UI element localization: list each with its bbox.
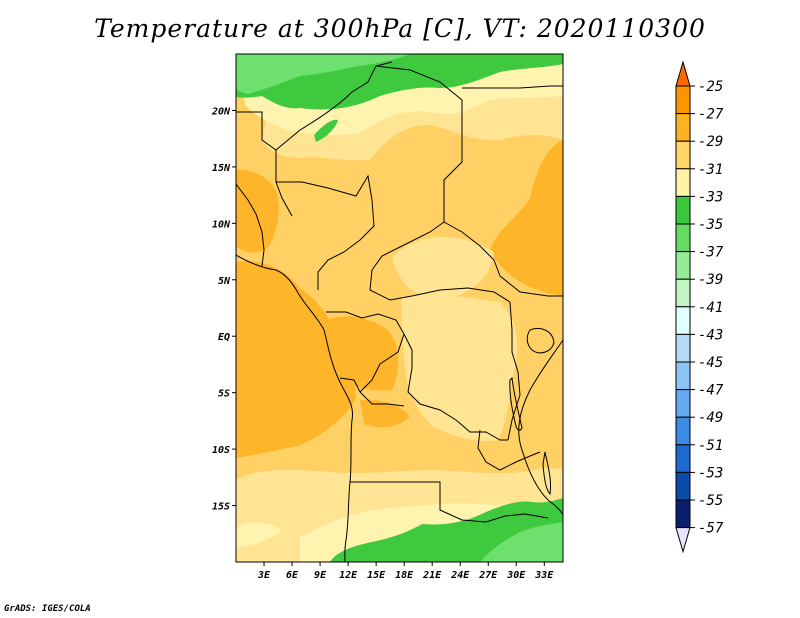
colorbar-segment <box>675 471 691 501</box>
colorbar-label: -55 <box>698 493 723 509</box>
colorbar-label: -25 <box>698 79 723 95</box>
y-tick-label: 20N <box>211 106 231 117</box>
field-33-drc <box>401 294 518 442</box>
field-39-north <box>236 54 410 94</box>
x-tick-label: 21E <box>422 570 442 581</box>
colorbar-segment <box>675 361 691 391</box>
x-tick-label: 30E <box>506 570 526 581</box>
colorbar-label: -45 <box>698 355 723 371</box>
border-13 <box>462 85 563 89</box>
y-tick-label: 5S <box>218 389 230 400</box>
x-tick-label: 15E <box>367 570 386 581</box>
border-2 <box>375 65 463 110</box>
field-29-west <box>236 261 356 458</box>
colorbar-label: -35 <box>698 217 723 233</box>
field-37-patch <box>314 119 338 142</box>
border-5 <box>443 221 563 297</box>
colorbar-segment <box>675 333 691 363</box>
y-tick-label: 5N <box>218 276 231 287</box>
border-7 <box>507 301 521 441</box>
colorbar-label: -29 <box>698 134 723 150</box>
colorbar-label: -43 <box>698 327 723 343</box>
colorbar-label: -27 <box>698 107 724 123</box>
x-axis: 3E 6E 9E 12E 15E 18E 21E 24E 27E 30E 33E <box>257 562 554 581</box>
border-8 <box>326 311 405 393</box>
border-10 <box>350 481 549 523</box>
y-tick-label: EQ <box>218 332 230 343</box>
colorbar-label: -33 <box>698 189 723 205</box>
colorbar-top-arrow <box>675 60 691 87</box>
colorbar-segment <box>675 140 691 170</box>
colorbar-segment <box>675 416 691 446</box>
colorbar-label: -49 <box>698 410 723 426</box>
coastlines-and-borders <box>236 61 563 562</box>
east-coastline <box>518 339 563 516</box>
x-tick-label: 6E <box>286 570 299 581</box>
colorbar-segment <box>675 113 691 142</box>
field-29-congo <box>327 316 399 391</box>
colorbar-bottom-arrow <box>675 527 691 554</box>
field-29-northwest <box>236 169 279 253</box>
field-35-sw <box>236 522 282 548</box>
field-39-south <box>480 522 563 562</box>
border-15 <box>275 150 293 217</box>
map-title: Temperature at 300hPa [C], VT: 202011030… <box>94 14 706 43</box>
colorbar-segment <box>675 168 691 197</box>
field-29-angola <box>360 399 410 428</box>
colorbar-segment <box>675 306 691 335</box>
colorbar-segment <box>675 389 691 418</box>
colorbar-segment <box>675 85 691 115</box>
border-14 <box>236 183 265 267</box>
colorbar-segment <box>675 195 691 225</box>
y-tick-label: 10S <box>212 445 230 456</box>
colorbar-segment <box>675 444 691 473</box>
border-11 <box>477 429 541 471</box>
colorbar-label: -31 <box>698 162 723 178</box>
border-9 <box>403 333 508 441</box>
x-tick-label: 9E <box>314 570 327 581</box>
y-tick-label: 15S <box>212 502 230 513</box>
border-3 <box>369 110 463 291</box>
lake-malawi <box>542 451 551 496</box>
plot-frame <box>235 53 564 563</box>
colorbar-label: -37 <box>698 245 724 261</box>
colorbar-segment <box>675 223 691 253</box>
border-4 <box>276 174 375 290</box>
x-tick-label: 27E <box>478 570 498 581</box>
colorbar-segment <box>675 499 691 529</box>
x-tick-label: 12E <box>339 570 358 581</box>
y-tick-label: 10N <box>212 219 231 230</box>
colorbar-label: -53 <box>698 465 723 481</box>
temperature-field <box>236 54 563 562</box>
x-tick-label: 33E <box>534 570 554 581</box>
field-33-center <box>392 236 494 300</box>
west-coastline <box>236 254 354 562</box>
colorbar-label: -41 <box>698 300 723 316</box>
colorbar: -25 -27 -29 -31 -33 -35 -37 -39 -41 -43 -45 -47 -49 -… <box>675 60 724 554</box>
colorbar-label: -39 <box>698 272 723 288</box>
colorbar-label: -47 <box>698 383 724 399</box>
border-6 <box>369 287 511 303</box>
x-tick-label: 3E <box>257 570 271 581</box>
lake-tanganyika <box>509 376 523 431</box>
colorbar-label: -57 <box>698 521 724 537</box>
border-12 <box>339 377 405 407</box>
y-tick-label: 15N <box>212 163 231 174</box>
field-29-east <box>490 140 563 296</box>
lake-victoria <box>526 328 555 354</box>
colorbar-segment <box>675 278 691 308</box>
colorbar-label: -51 <box>698 438 723 454</box>
colorbar-segment <box>675 251 691 280</box>
credit-label: GrADS: IGES/COLA <box>4 604 91 614</box>
x-tick-label: 18E <box>395 570 414 581</box>
x-tick-label: 24E <box>450 570 470 581</box>
y-axis: 20N 15N 10N 5N EQ 5S 10S 15S <box>211 106 236 513</box>
